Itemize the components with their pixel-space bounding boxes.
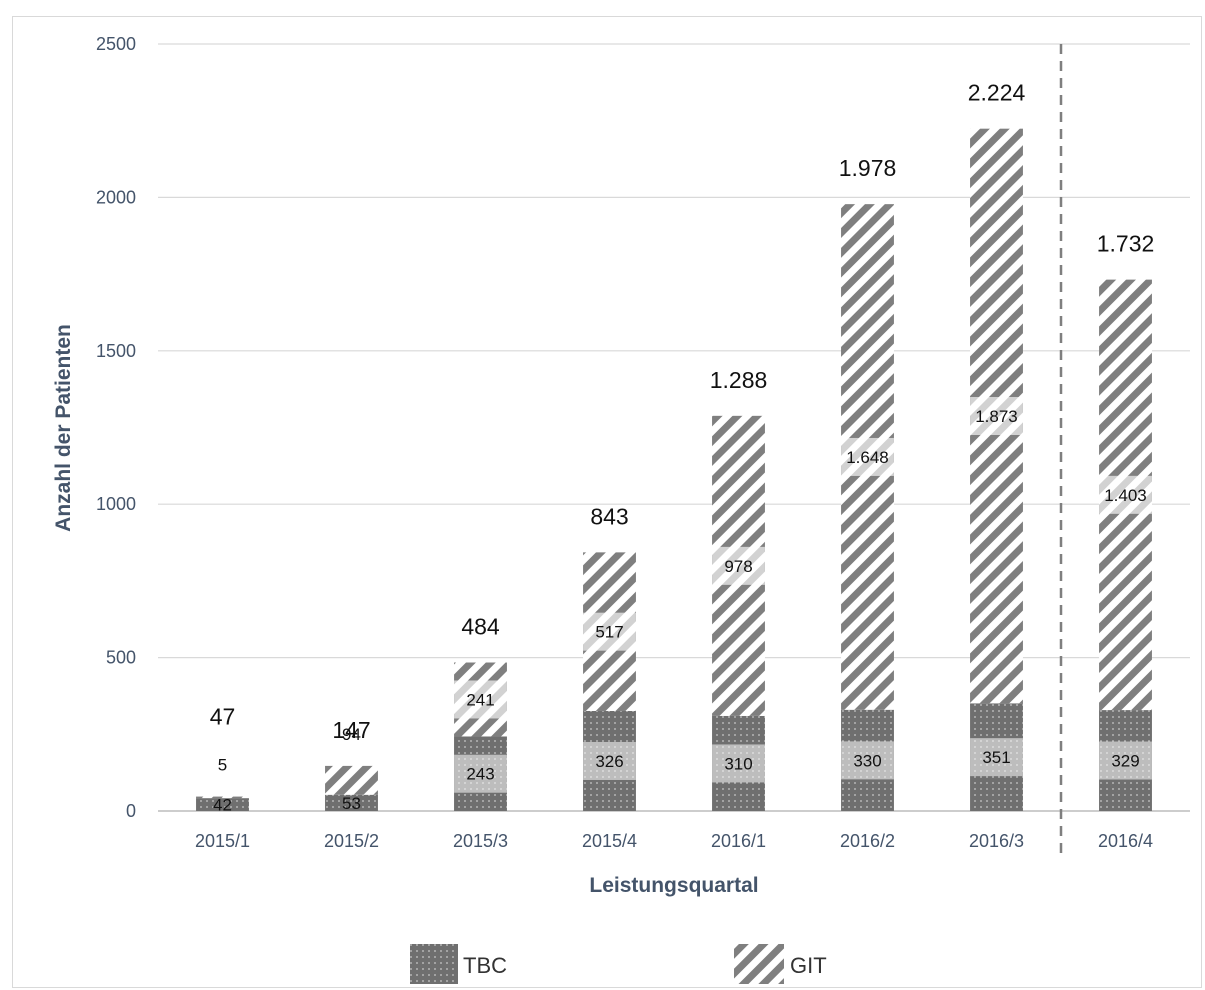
bar-segment-git bbox=[325, 765, 378, 795]
data-label-git: 5 bbox=[218, 756, 227, 775]
data-label-background bbox=[454, 754, 507, 793]
bar-segment-tbc bbox=[325, 794, 378, 811]
legend-label-tbc: TBC bbox=[463, 953, 507, 978]
data-label-tbc: 330 bbox=[853, 751, 881, 770]
x-tick-label: 2016/3 bbox=[969, 831, 1024, 851]
data-label-background bbox=[970, 738, 1023, 777]
total-label: 843 bbox=[590, 503, 628, 529]
data-label-background bbox=[454, 680, 507, 719]
data-label-tbc: 326 bbox=[595, 752, 623, 771]
data-label-git: 517 bbox=[595, 623, 623, 642]
total-label: 1.732 bbox=[1097, 231, 1155, 257]
data-label-tbc: 351 bbox=[982, 748, 1010, 767]
data-label-git: 241 bbox=[466, 690, 494, 709]
legend: TBC GIT bbox=[410, 944, 827, 984]
data-label-tbc: 42 bbox=[213, 796, 232, 815]
legend-label-git: GIT bbox=[790, 953, 827, 978]
y-axis-ticks: 0 500 1000 1500 2000 2500 bbox=[96, 34, 136, 821]
total-label: 47 bbox=[210, 704, 236, 730]
data-label-git: 94 bbox=[342, 725, 361, 744]
x-tick-label: 2016/1 bbox=[711, 831, 766, 851]
data-label-background bbox=[841, 437, 894, 476]
y-axis-title: Anzahl der Patienten bbox=[52, 324, 75, 532]
x-tick-label: 2015/2 bbox=[324, 831, 379, 851]
data-label-tbc: 53 bbox=[342, 794, 361, 813]
data-label-background bbox=[841, 741, 894, 780]
data-label-git: 978 bbox=[724, 557, 752, 576]
data-label-tbc: 243 bbox=[466, 765, 494, 784]
data-label-git: 1.403 bbox=[1104, 486, 1147, 505]
data-label-background bbox=[1099, 475, 1152, 514]
y-tick-label: 2500 bbox=[96, 34, 136, 54]
x-tick-label: 2015/1 bbox=[195, 831, 250, 851]
x-tick-label: 2016/2 bbox=[840, 831, 895, 851]
x-axis-ticks: 2015/1 2015/2 2015/3 2015/4 2016/1 2016/2 2016… bbox=[195, 831, 1153, 851]
data-label-tbc: 310 bbox=[724, 754, 752, 773]
total-label: 147 bbox=[332, 717, 370, 743]
total-label: 1.288 bbox=[710, 367, 768, 393]
total-label: 1.978 bbox=[839, 155, 897, 181]
data-label-git: 1.873 bbox=[975, 407, 1018, 426]
data-label-tbc: 329 bbox=[1111, 752, 1139, 771]
x-tick-label: 2015/3 bbox=[453, 831, 508, 851]
legend-swatch-git bbox=[734, 944, 784, 984]
data-label-background bbox=[712, 744, 765, 783]
y-tick-label: 0 bbox=[126, 801, 136, 821]
x-tick-label: 2016/4 bbox=[1098, 831, 1153, 851]
gridlines bbox=[158, 43, 1190, 812]
x-tick-label: 2015/4 bbox=[582, 831, 637, 851]
data-label-background bbox=[1099, 741, 1152, 780]
data-label-git: 1.648 bbox=[846, 448, 889, 467]
y-tick-label: 2000 bbox=[96, 187, 136, 207]
y-tick-label: 500 bbox=[106, 648, 136, 668]
total-label: 484 bbox=[461, 614, 500, 640]
data-label-background bbox=[970, 396, 1023, 435]
data-label-background bbox=[583, 741, 636, 780]
total-label: 2.224 bbox=[968, 80, 1026, 106]
x-axis-title: Leistungsquartal bbox=[589, 874, 758, 897]
data-label-background bbox=[712, 546, 765, 585]
y-tick-label: 1500 bbox=[96, 341, 136, 361]
bar-segment-tbc bbox=[196, 798, 249, 811]
legend-swatch-tbc bbox=[410, 944, 458, 984]
data-label-background bbox=[583, 612, 636, 651]
y-tick-label: 1000 bbox=[96, 494, 136, 514]
bar-segment-git bbox=[196, 796, 249, 799]
